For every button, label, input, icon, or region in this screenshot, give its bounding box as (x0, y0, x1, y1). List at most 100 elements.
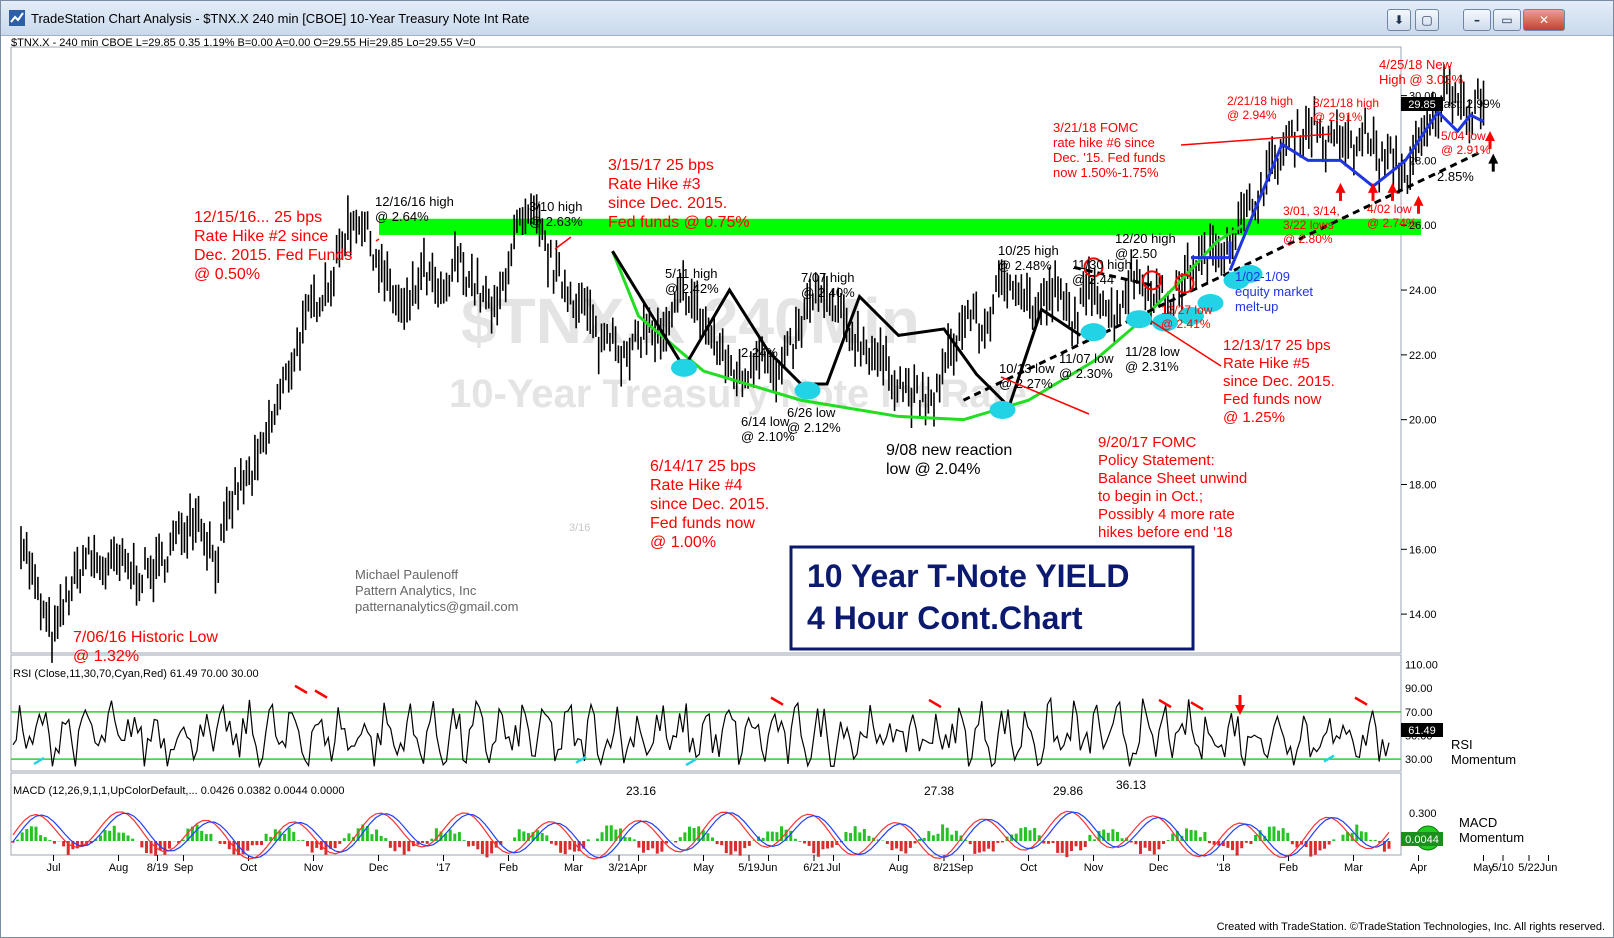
annotation-hike2: Rate Hike #2 since (194, 228, 328, 245)
author-name: Michael Paulenoff (355, 567, 458, 582)
rsi-overbought-mark (314, 689, 328, 699)
x-tick-label: Nov (1084, 862, 1104, 874)
annotation-leader-line (1180, 133, 1332, 146)
y-tick-label: 20.00 (1409, 415, 1437, 427)
rsi-last-tag (1401, 723, 1443, 737)
annotation-low-402: 4/02 low (1367, 202, 1412, 216)
rsi-oversold-mark (575, 755, 587, 764)
annotation-high-321: @ 2.91% (1313, 110, 1363, 124)
annotation-low-908: 9/08 new reaction (886, 442, 1012, 459)
last-price-tag (1401, 97, 1443, 111)
macd-panel-title: MACD (12,26,9,1,1,UpColorDefault,... 0.0… (13, 785, 344, 797)
annotation-hike5: Fed funds now (1223, 391, 1322, 408)
annotation-lows-301: @ 2.80% (1283, 232, 1333, 246)
x-tick-label: Aug (109, 862, 129, 874)
annotation-hike3: 3/15/17 25 bps (608, 157, 714, 174)
rsi-y-tick-label: 90.00 (1405, 683, 1433, 695)
trend-line-blue-melt-up (1228, 109, 1485, 272)
red-up-arrow (1387, 182, 1398, 201)
x-tick-label: Jun (760, 862, 778, 874)
pivot-low-marker (989, 400, 1016, 419)
pivot-low-marker (1178, 306, 1204, 325)
x-tick-label: 6/21 (803, 862, 824, 874)
annotation-high-310: 3/10 high (529, 199, 583, 214)
annotation-fomc-920: Balance Sheet unwind (1098, 470, 1247, 487)
annotation-hike3: Fed funds @ 0.75% (608, 214, 750, 231)
x-tick-label: 5/19 (738, 862, 759, 874)
annotation-hike5: since Dec. 2015. (1223, 373, 1335, 390)
annotation-fomc-920: hikes before end '18 (1098, 524, 1233, 541)
chart-style-button[interactable]: ▢ (1415, 9, 1439, 31)
download-button[interactable]: ⬇ (1387, 9, 1411, 31)
y-tick-label: 18.00 (1409, 479, 1437, 491)
annotation-high-511: 5/11 high (665, 266, 718, 281)
minimize-button[interactable]: – (1463, 9, 1491, 31)
macd-line (12, 810, 1390, 860)
annotation-hike4: Fed funds now (650, 515, 755, 532)
annotation-leader-line (375, 238, 380, 242)
annotation-hike5: 12/13/17 25 bps (1223, 337, 1331, 354)
rsi-annotation: 36.13 (1116, 778, 1146, 792)
pivot-low-marker (1126, 310, 1152, 329)
annotation-hike2: 12/15/16... 25 bps (194, 209, 322, 226)
annotation-hike2: @ 0.50% (194, 266, 260, 283)
annotation-low-1227: @ 2.41% (1161, 317, 1211, 331)
x-tick-label: Dec (369, 862, 389, 874)
maximize-button[interactable]: ▭ (1493, 9, 1521, 31)
annotation-low-908: low @ 2.04% (886, 461, 981, 478)
x-tick-label: Feb (1279, 862, 1298, 874)
annotation-fomc-920: Possibly 4 more rate (1098, 506, 1235, 523)
annotation-low-1107: @ 2.30% (1059, 366, 1113, 381)
annotation-high-707: @ 2.40% (801, 285, 855, 300)
rsi-overbought-mark (294, 684, 308, 694)
y-tick-label: 24.00 (1409, 285, 1437, 297)
annotation-hike3: Rate Hike #3 (608, 176, 701, 193)
annotation-low-626: 6/26 low (787, 405, 836, 420)
rsi-last-value: 61.49 (1408, 725, 1436, 737)
annotation-low-1013: @ 2.27% (999, 376, 1053, 391)
annotation-high-425: High @ 3.03% (1379, 72, 1463, 87)
annotation-fomc-321: 3/21/18 FOMC (1053, 120, 1138, 135)
last-price-value: 29.85 (1408, 99, 1436, 111)
x-tick-label: 5/22 (1518, 862, 1539, 874)
pivot-low-marker (1152, 313, 1178, 332)
x-tick-label: Mar (564, 862, 583, 874)
annotation-low-402: @ 2.74% (1367, 216, 1417, 230)
close-button[interactable]: ✕ (1523, 9, 1565, 31)
annotation-high-707: 7/07 high (801, 270, 855, 285)
x-tick-label: Oct (240, 862, 257, 874)
y-tick-label: 16.00 (1409, 544, 1437, 556)
annotation-low-504: 5/04 low (1441, 129, 1486, 143)
annotation-low-1128: 11/28 low (1125, 344, 1180, 359)
annotation-lows-301: 3/22 lows (1283, 218, 1334, 232)
annotation-hike4: Rate Hike #4 (650, 477, 743, 494)
rsi-red-down-arrow (1235, 695, 1245, 715)
rsi-annotation: 23.16 (626, 784, 656, 798)
y-tick-label: 22.00 (1409, 350, 1437, 362)
x-tick-label: Feb (499, 862, 518, 874)
x-tick-label: 5/10 (1492, 862, 1513, 874)
annotation-high-425: 4/25/18 New (1379, 57, 1453, 72)
annotation-leader-line (1150, 320, 1222, 367)
x-tick-label: May (693, 862, 714, 874)
rsi-oversold-mark (685, 758, 697, 767)
blue-bracket (1191, 241, 1232, 260)
x-tick-label: Apr (630, 862, 647, 874)
x-tick-label: 8/21 (933, 862, 954, 874)
annotation-hike4: @ 1.00% (650, 534, 716, 551)
x-tick-label: Mar (1344, 862, 1363, 874)
annotation-low-2016: @ 1.32% (73, 648, 139, 665)
title-bar: TradeStation Chart Analysis - $TNX.X 240… (1, 1, 1613, 36)
rsi-overbought-mark (770, 696, 784, 706)
annotation-fomc-920: 9/20/17 FOMC (1098, 434, 1197, 451)
annotation-high-1220: 12/20 high (1115, 231, 1176, 246)
red-up-arrow (1335, 182, 1346, 201)
annotation-low-614: 6/14 low (741, 414, 790, 429)
annotation-meltup: melt-up (1235, 299, 1278, 314)
x-tick-label: Oct (1020, 862, 1037, 874)
x-tick-label: Jul (826, 862, 840, 874)
annotation-meltup: 1/02-1/09 (1235, 269, 1290, 284)
window-title: TradeStation Chart Analysis - $TNX.X 240… (31, 11, 530, 26)
